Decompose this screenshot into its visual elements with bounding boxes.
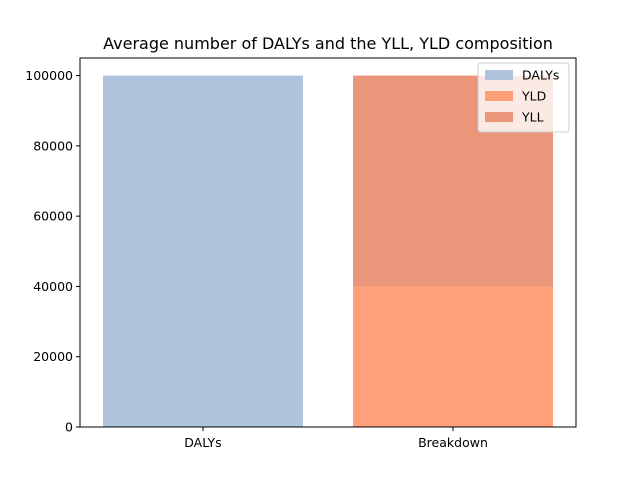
legend-swatch-yld xyxy=(485,91,513,101)
x-tick-label: Breakdown xyxy=(418,435,488,450)
legend-label-yll: YLL xyxy=(521,110,544,125)
plot-frame xyxy=(79,57,577,428)
y-tick-label: 20000 xyxy=(33,349,73,364)
bars-group xyxy=(103,75,553,428)
bar-yld xyxy=(353,286,553,427)
legend-swatch-yll xyxy=(485,112,513,122)
legend-label-dalys: DALYs xyxy=(522,68,559,83)
y-tick-label: 80000 xyxy=(33,138,73,153)
legend-label-yld: YLD xyxy=(521,89,546,104)
legend-swatch-dalys xyxy=(485,70,513,80)
x-tick-label: DALYs xyxy=(184,435,221,450)
y-axis: 0 20000 40000 60000 80000 100000 xyxy=(25,68,80,435)
y-tick-label: 100000 xyxy=(25,68,73,83)
y-tick-label: 40000 xyxy=(33,279,73,294)
y-tick-label: 0 xyxy=(65,420,73,435)
bar-dalys xyxy=(103,75,303,428)
y-tick-label: 60000 xyxy=(33,209,73,224)
legend: DALYs YLD YLL xyxy=(477,62,570,133)
x-axis: DALYs Breakdown xyxy=(184,427,488,450)
chart-title: Average number of DALYs and the YLL, YLD… xyxy=(103,34,553,53)
